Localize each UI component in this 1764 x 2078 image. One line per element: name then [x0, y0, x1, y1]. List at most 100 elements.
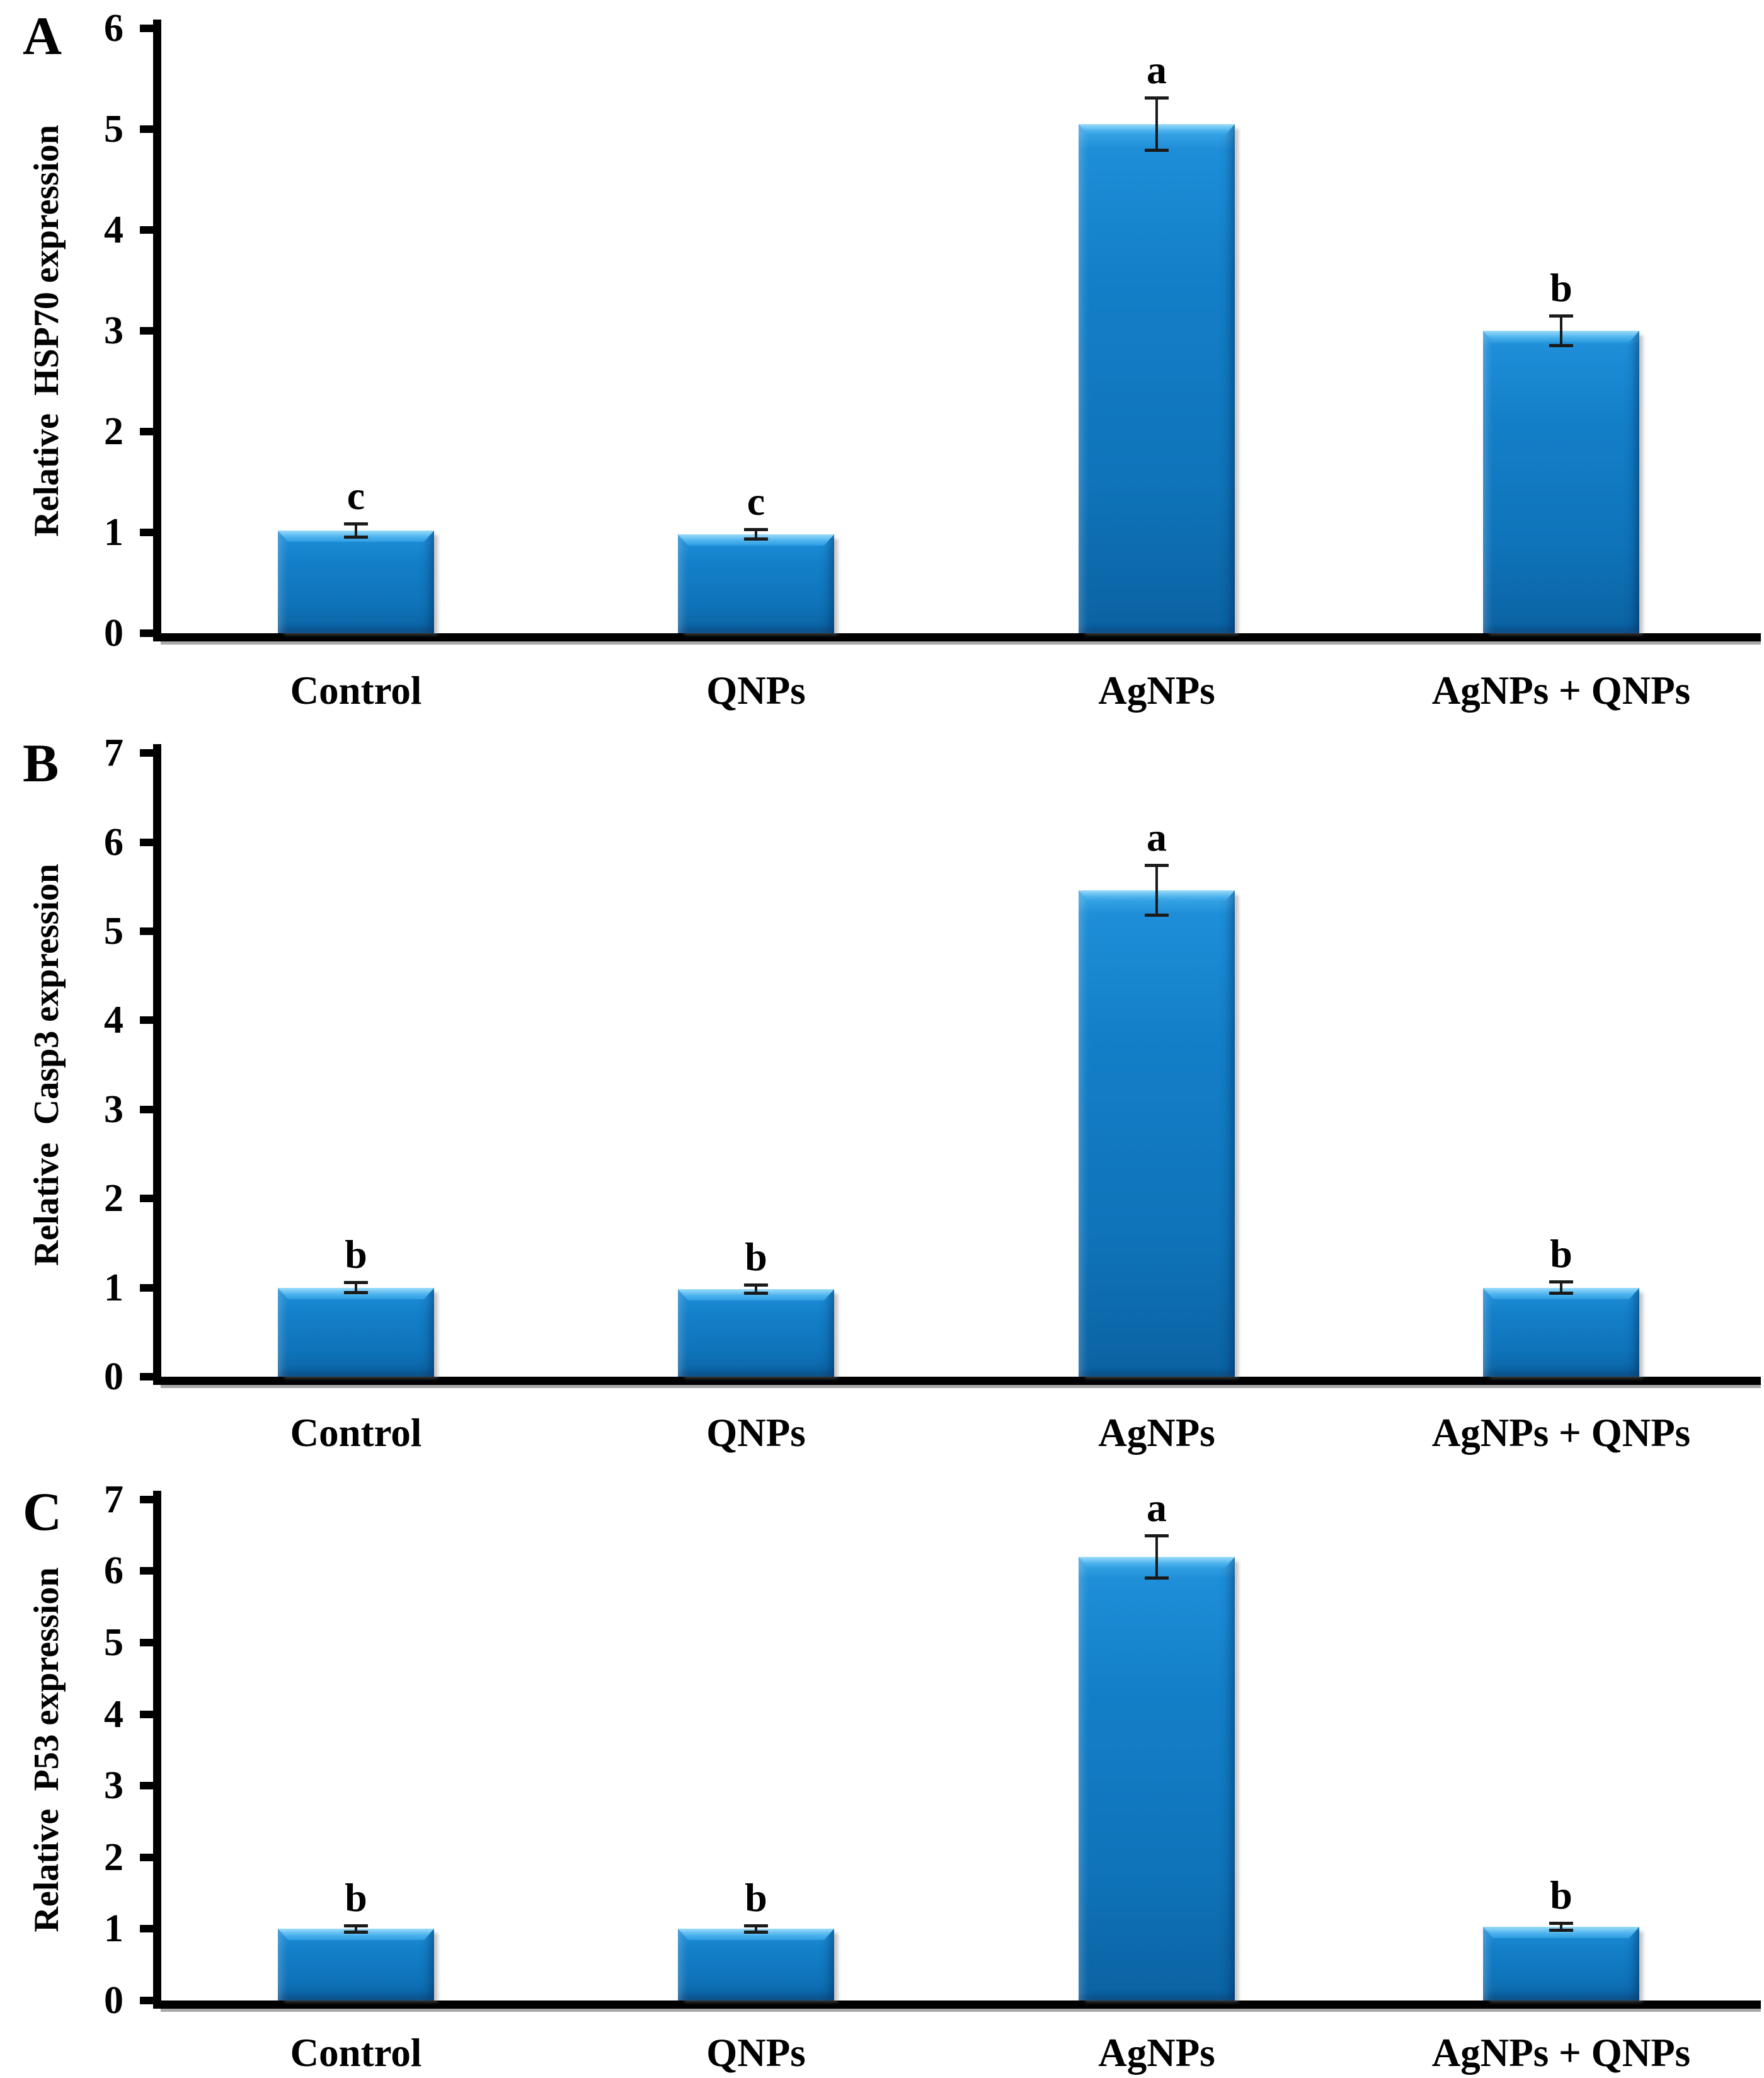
y-tick-mark — [140, 1567, 153, 1575]
error-bar-cap-bottom — [744, 537, 768, 541]
error-bar-cap-top — [1145, 864, 1169, 867]
y-tick-mark — [140, 1925, 153, 1932]
x-axis-shadow — [161, 2009, 1761, 2012]
error-bar-cap-bottom — [344, 1931, 368, 1934]
y-tick-label: 0 — [104, 1355, 123, 1398]
y-axis-line — [153, 20, 161, 633]
x-axis-line — [153, 1377, 1761, 1385]
significance-letter: c — [747, 479, 765, 524]
y-tick-mark — [140, 1195, 153, 1202]
x-category-label: QNPs — [706, 1411, 806, 1455]
y-tick-label: 4 — [104, 1693, 123, 1736]
y-tick-mark — [140, 1711, 153, 1718]
significance-letter: b — [1550, 265, 1572, 310]
y-tick-mark — [140, 1854, 153, 1861]
significance-letter: b — [1550, 1231, 1572, 1276]
x-category-label: Control — [290, 669, 422, 713]
y-tick-label: 3 — [104, 309, 123, 352]
y-tick-label: 1 — [104, 1907, 123, 1950]
significance-letter: b — [745, 1234, 767, 1279]
y-tick-mark — [140, 1016, 153, 1024]
x-axis-line — [153, 633, 1761, 641]
error-bar-cap-top — [344, 1281, 368, 1284]
bar-qnps — [678, 1289, 834, 1377]
error-bar-line — [355, 1282, 357, 1293]
y-tick-label: 1 — [104, 511, 123, 554]
error-bar-line — [755, 1285, 757, 1294]
y-tick-mark — [140, 1496, 153, 1503]
y-tick-label: 0 — [104, 612, 123, 655]
x-category-label: AgNPs + QNPs — [1431, 2031, 1691, 2075]
error-bar-line — [755, 1926, 757, 1932]
significance-letter: a — [1147, 47, 1167, 92]
y-tick-label: 6 — [104, 7, 123, 50]
y-tick-mark — [140, 1284, 153, 1292]
y-tick-mark — [140, 25, 153, 32]
error-bar-line — [1155, 865, 1158, 915]
bar-control — [278, 1929, 434, 2001]
x-category-label: Control — [290, 1411, 422, 1455]
y-tick-mark — [140, 1782, 153, 1789]
x-category-label: AgNPs — [1098, 669, 1215, 713]
y-tick-mark — [140, 1373, 153, 1381]
error-bar-cap-top — [1549, 1922, 1573, 1925]
y-axis-line — [153, 1491, 161, 2001]
bar-qnps — [678, 1929, 834, 2001]
significance-letter: a — [1147, 815, 1167, 859]
x-category-label: QNPs — [706, 2031, 806, 2075]
y-tick-mark — [140, 629, 153, 637]
y-tick-label: 7 — [104, 1478, 123, 1521]
error-bar-cap-bottom — [344, 1291, 368, 1294]
significance-letter: c — [346, 473, 365, 518]
significance-letter: a — [1147, 1485, 1167, 1530]
significance-letter: b — [345, 1232, 367, 1277]
error-bar-line — [1560, 1282, 1562, 1294]
error-bar-cap-top — [744, 1283, 768, 1287]
error-bar-cap-top — [1549, 314, 1573, 318]
error-bar-line — [355, 524, 357, 537]
bar-qnps — [678, 534, 834, 633]
y-tick-label: 6 — [104, 1549, 123, 1592]
y-tick-label: 1 — [104, 1266, 123, 1309]
error-bar-line — [755, 529, 757, 539]
bar-agnps-qnps — [1483, 1288, 1639, 1377]
y-tick-mark — [140, 927, 153, 935]
significance-letter: b — [1550, 1873, 1572, 1917]
x-axis-shadow — [161, 641, 1761, 645]
y-tick-label: 6 — [104, 821, 123, 864]
y-tick-mark — [140, 125, 153, 133]
y-tick-label: 0 — [104, 1979, 123, 2022]
panel-letter-c: C — [23, 1481, 63, 1542]
error-bar-cap-bottom — [744, 1292, 768, 1295]
error-bar-cap-top — [344, 1924, 368, 1927]
panel-letter-a: A — [23, 6, 63, 66]
error-bar-cap-bottom — [1549, 1929, 1573, 1932]
y-tick-mark — [140, 1997, 153, 2004]
bar-agnps-qnps — [1483, 331, 1639, 633]
error-bar-cap-bottom — [1549, 344, 1573, 347]
bar-control — [278, 1288, 434, 1377]
error-bar-cap-bottom — [744, 1931, 768, 1934]
error-bar-cap-top — [1549, 1280, 1573, 1283]
error-bar-cap-bottom — [344, 536, 368, 539]
y-axis-line — [153, 744, 161, 1377]
bar-agnps — [1079, 124, 1235, 633]
y-tick-label: 5 — [104, 1621, 123, 1664]
y-tick-mark — [140, 749, 153, 757]
x-category-label: AgNPs + QNPs — [1431, 669, 1691, 713]
error-bar-line — [1155, 1536, 1158, 1578]
error-bar-line — [1560, 316, 1562, 346]
error-bar-cap-bottom — [1145, 914, 1169, 917]
x-category-label: QNPs — [706, 669, 806, 713]
error-bar-cap-top — [744, 1924, 768, 1927]
bar-control — [278, 531, 434, 633]
y-tick-mark — [140, 1639, 153, 1646]
y-tick-mark — [140, 529, 153, 536]
error-bar-cap-top — [344, 522, 368, 525]
y-tick-label: 7 — [104, 732, 123, 774]
x-axis-shadow — [161, 1385, 1761, 1388]
y-tick-label: 5 — [104, 108, 123, 151]
significance-letter: b — [345, 1875, 367, 1920]
y-tick-mark — [140, 839, 153, 846]
